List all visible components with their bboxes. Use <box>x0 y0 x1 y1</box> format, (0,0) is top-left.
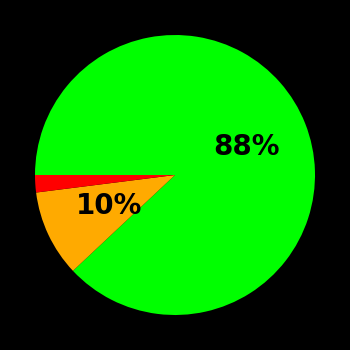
Text: 10%: 10% <box>76 192 142 220</box>
Wedge shape <box>35 175 175 192</box>
Text: 88%: 88% <box>214 133 280 161</box>
Wedge shape <box>36 175 175 271</box>
Wedge shape <box>35 35 315 315</box>
